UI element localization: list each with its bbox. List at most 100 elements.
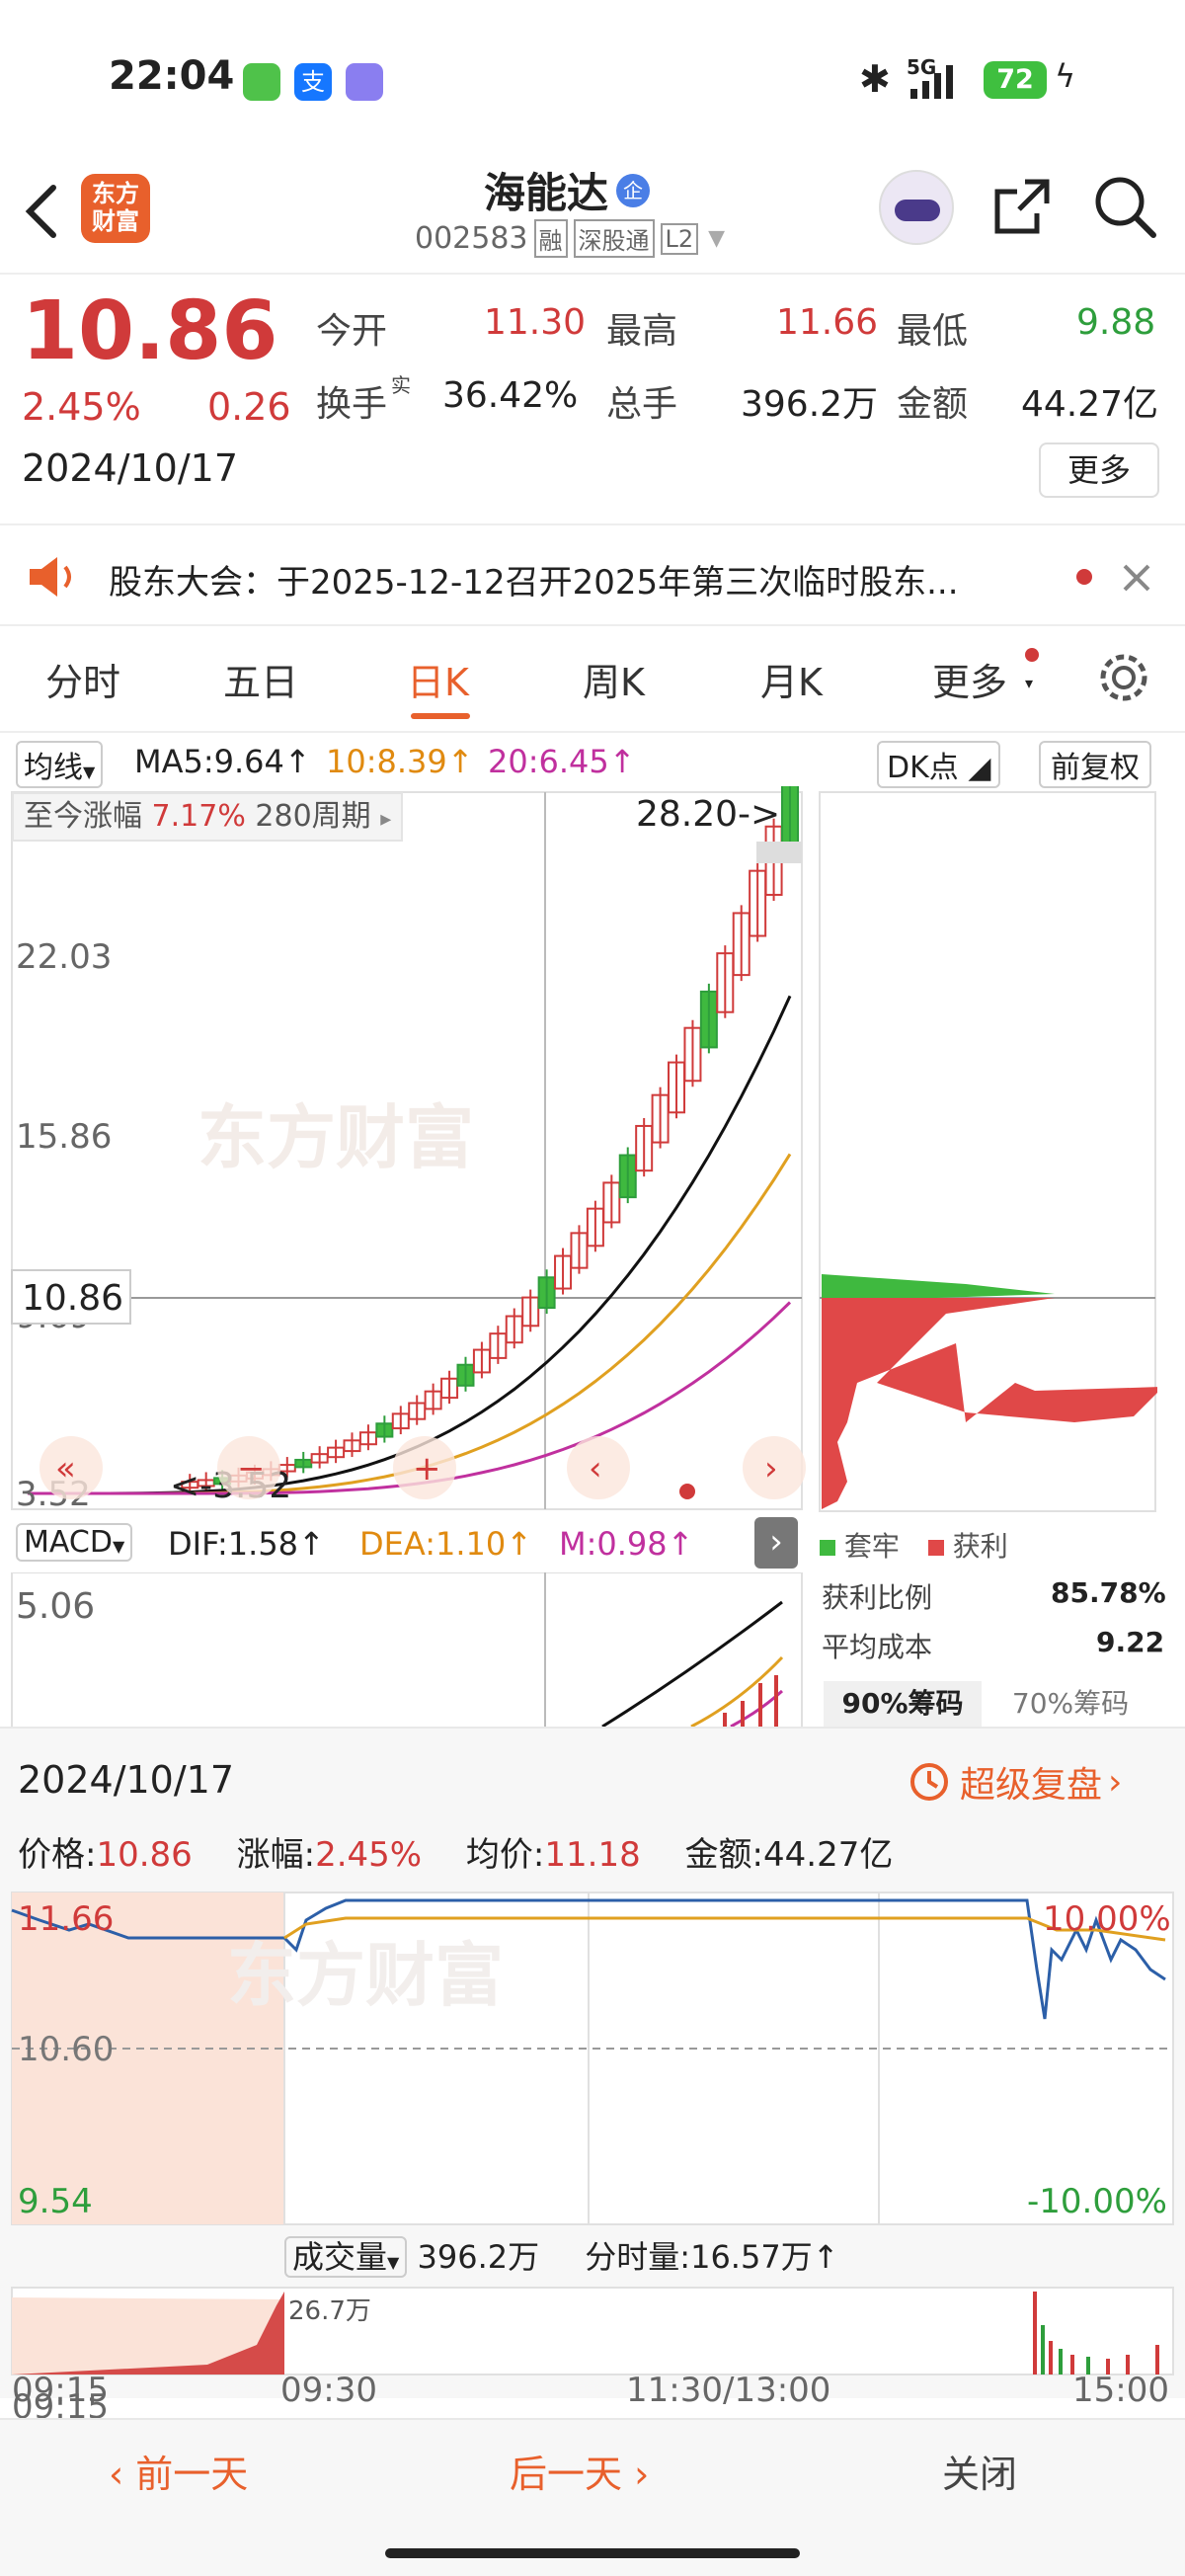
y-mid-label: 10.60 <box>18 2030 114 2069</box>
home-indicator[interactable] <box>385 2548 800 2558</box>
dk-signal-dot <box>679 1484 695 1499</box>
share-icon[interactable] <box>991 176 1053 237</box>
turnover-sup: 实 <box>391 373 411 397</box>
avg-price-line <box>283 1916 1166 1942</box>
tab-weekly-k[interactable]: 周K <box>583 661 645 704</box>
kline-chart[interactable]: 东方财富 22.03 15.86 9.69 3.52 10.86 28.20->… <box>0 786 810 1511</box>
current-price: 10.86 <box>22 284 278 378</box>
search-icon[interactable] <box>1092 174 1157 239</box>
network-label: 5G <box>907 55 937 79</box>
next-day-button[interactable]: 后一天 › <box>510 2453 650 2496</box>
step-right-button[interactable] <box>743 1436 806 1499</box>
dif-line <box>601 1600 783 1727</box>
enterprise-badge: 企 <box>616 173 651 207</box>
tab-more-triangle-icon: ▾ <box>1025 674 1034 692</box>
logo-text-line1: 东方 <box>92 180 139 207</box>
bluetooth-icon: ✱ <box>859 57 891 101</box>
period-pct: 7.17% <box>151 799 246 834</box>
tab-intraday[interactable]: 分时 <box>45 661 121 704</box>
back-arrow-icon[interactable] <box>22 182 61 241</box>
volume-dropdown-icon: ▼ <box>387 2253 400 2272</box>
zoom-out-button[interactable] <box>217 1436 280 1499</box>
volume-total: 396.2万 <box>417 2238 540 2276</box>
price-label: 价格: <box>18 1835 97 1875</box>
kline-watermark: 东方财富 <box>198 1099 474 1176</box>
period-change-box[interactable]: 至今涨幅 7.17% 280周期 ▸ <box>12 792 404 842</box>
ma-dropdown-icon: ▼ <box>83 763 96 781</box>
chip-tab-90[interactable]: 90%筹码 <box>824 1681 982 1727</box>
logo-text-line2: 财富 <box>92 207 139 235</box>
avg-label: 均价: <box>465 1835 545 1875</box>
volume-value: 396.2万 <box>741 384 879 425</box>
prev-day-button[interactable]: ‹ 前一天 <box>109 2453 249 2496</box>
m-value: M:0.98↑ <box>559 1525 694 1563</box>
upload-app-icon <box>346 63 383 101</box>
fast-back-button[interactable] <box>40 1436 103 1499</box>
amt-label: 金额: <box>684 1835 764 1875</box>
macd-dropdown-icon: ▼ <box>112 1537 125 1556</box>
tab-five-day[interactable]: 五日 <box>223 661 299 704</box>
more-button[interactable]: 更多 <box>1039 443 1159 498</box>
avg-value: 11.18 <box>544 1835 641 1875</box>
ma-indicator-bar: 均线▼ MA5:9.64↑ 10:8.39↑ 20:6.45↑ DK点 ◢ 前复… <box>0 731 1185 788</box>
tag-margin: 融 <box>533 219 568 258</box>
settings-gear-icon[interactable] <box>1094 648 1153 707</box>
tab-daily-k[interactable]: 日K <box>407 661 469 704</box>
tab-more[interactable]: 更多 <box>932 661 1008 704</box>
amount-value: 44.27亿 <box>1021 384 1159 425</box>
m-text: M:0.98 <box>559 1525 668 1563</box>
ma-selector-label: 均线 <box>24 751 83 785</box>
step-left-button[interactable] <box>567 1436 630 1499</box>
macd-bar: MACD▼ DIF:1.58↑ DEA:1.10↑ M:0.98↑ › <box>0 1515 810 1570</box>
chevron-right-icon: › <box>764 1449 778 1489</box>
notice-bar[interactable]: 股东大会：于2025-12-12召开2025年第三次临时股东... <box>0 523 1185 626</box>
prev-day-label: 前一天 <box>135 2453 249 2496</box>
y-label-15: 15.86 <box>16 1117 112 1157</box>
dropdown-triangle-icon[interactable]: ▼ <box>708 226 726 251</box>
super-review-arrow-icon: › <box>1108 1761 1123 1803</box>
adjust-selector[interactable]: 前复权 <box>1039 741 1151 788</box>
charging-bolt-icon: ϟ <box>1055 57 1076 95</box>
avg-cost-label: 平均成本 <box>822 1631 933 1663</box>
high-value: 11.66 <box>776 302 879 343</box>
amount-label: 金额 <box>897 384 969 425</box>
chip-distribution[interactable] <box>818 790 1157 1513</box>
stock-title[interactable]: 海能达 企 <box>484 160 651 220</box>
super-review-link[interactable]: 超级复盘 › <box>907 1756 1122 1808</box>
macd-chart[interactable]: 5.06 <box>0 1572 810 1727</box>
intraday-chart[interactable]: 东方财富 11.66 10.60 9.54 10.00% -10.00% <box>10 1891 1175 2226</box>
volume-chart[interactable]: 26.7万 <box>10 2286 1175 2376</box>
close-button[interactable]: 关闭 <box>942 2453 1018 2496</box>
volume-selector[interactable]: 成交量▼ <box>284 2236 408 2278</box>
zoom-in-button[interactable] <box>393 1436 456 1499</box>
stock-code: 002583 <box>415 221 528 256</box>
ma20-text: 20:6.45 <box>488 743 609 780</box>
expand-panel-button[interactable]: › <box>754 1517 798 1569</box>
chip-legend: 套牢 获利 <box>820 1525 1008 1565</box>
macd-selector[interactable]: MACD▼ <box>16 1523 133 1562</box>
chip-tab-70[interactable]: 70%筹码 <box>1011 1687 1130 1720</box>
double-left-icon: « <box>55 1449 76 1489</box>
macd-y-label: 5.06 <box>16 1586 95 1627</box>
robot-avatar[interactable] <box>879 170 954 245</box>
y-label-22: 22.03 <box>16 937 112 977</box>
dea-text: DEA:1.10 <box>359 1525 507 1563</box>
next-day-label: 后一天 <box>510 2453 623 2496</box>
time-label-0915: 09:15 <box>12 2371 109 2410</box>
time-label-close: 15:00 <box>1072 2371 1169 2410</box>
price-value: 10.86 <box>96 1835 193 1875</box>
close-icon[interactable] <box>1122 563 1151 593</box>
legend-trapped-swatch <box>820 1540 835 1556</box>
eastmoney-logo[interactable]: 东方 财富 <box>81 174 150 243</box>
volume-selector-label: 成交量 <box>292 2238 388 2276</box>
ma-selector[interactable]: 均线▼ <box>16 741 104 788</box>
status-time: 22:04 <box>109 53 235 99</box>
amt-value: 44.27亿 <box>763 1835 894 1875</box>
price-line <box>11 1898 1166 2020</box>
chip-profit-area <box>822 1298 1157 1509</box>
status-bar: 22:04 支 ✱ 5G 72 ϟ <box>0 0 1185 148</box>
tab-monthly-k[interactable]: 月K <box>760 661 823 704</box>
volume-peak-label: 26.7万 <box>288 2296 371 2326</box>
tab-more-dot <box>1025 648 1039 662</box>
dk-point-selector[interactable]: DK点 ◢ <box>877 741 1001 788</box>
